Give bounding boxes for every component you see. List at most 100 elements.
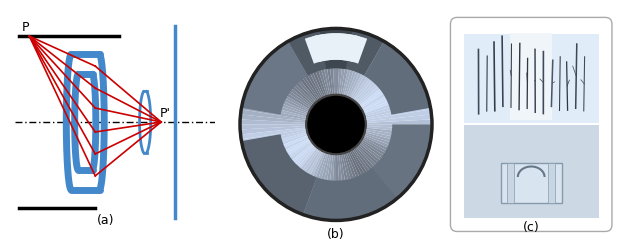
Wedge shape: [297, 152, 325, 214]
Wedge shape: [331, 29, 336, 95]
Wedge shape: [312, 33, 360, 62]
Wedge shape: [344, 153, 365, 217]
Wedge shape: [253, 139, 311, 177]
Wedge shape: [301, 33, 327, 97]
Wedge shape: [365, 100, 430, 118]
Text: (b): (b): [327, 228, 345, 241]
Wedge shape: [365, 131, 430, 149]
Wedge shape: [288, 39, 323, 99]
Wedge shape: [339, 154, 351, 220]
Wedge shape: [337, 154, 346, 220]
Wedge shape: [253, 72, 311, 110]
Wedge shape: [361, 72, 419, 110]
Wedge shape: [307, 153, 328, 217]
Wedge shape: [356, 145, 404, 196]
Wedge shape: [316, 30, 332, 95]
Wedge shape: [326, 29, 335, 95]
Wedge shape: [365, 119, 432, 124]
Wedge shape: [355, 147, 400, 199]
Wedge shape: [361, 139, 419, 177]
Wedge shape: [336, 29, 341, 95]
Wedge shape: [272, 50, 317, 102]
Wedge shape: [255, 68, 312, 108]
Circle shape: [307, 95, 366, 154]
Wedge shape: [372, 124, 432, 198]
Text: P': P': [160, 107, 171, 120]
Wedge shape: [364, 41, 431, 115]
Wedge shape: [243, 132, 308, 154]
Wedge shape: [244, 134, 308, 159]
Wedge shape: [241, 104, 307, 120]
Wedge shape: [242, 100, 307, 118]
Wedge shape: [261, 60, 314, 106]
Wedge shape: [358, 143, 411, 189]
Wedge shape: [363, 135, 426, 163]
Wedge shape: [284, 149, 321, 208]
Wedge shape: [344, 32, 365, 96]
Wedge shape: [365, 129, 431, 144]
Wedge shape: [362, 76, 422, 111]
Wedge shape: [353, 47, 396, 101]
Wedge shape: [246, 85, 309, 114]
Wedge shape: [292, 37, 324, 98]
Wedge shape: [268, 145, 316, 196]
FancyBboxPatch shape: [464, 125, 598, 218]
Wedge shape: [364, 132, 429, 154]
Wedge shape: [349, 39, 384, 99]
Wedge shape: [349, 150, 384, 210]
Wedge shape: [243, 95, 308, 117]
Wedge shape: [359, 142, 413, 185]
FancyBboxPatch shape: [508, 163, 514, 203]
Wedge shape: [276, 47, 319, 101]
Wedge shape: [284, 41, 321, 100]
Wedge shape: [356, 53, 404, 103]
Wedge shape: [311, 30, 330, 96]
Wedge shape: [351, 41, 388, 100]
Wedge shape: [288, 150, 323, 210]
FancyBboxPatch shape: [451, 17, 612, 232]
Wedge shape: [352, 44, 392, 100]
Wedge shape: [272, 147, 317, 199]
Wedge shape: [348, 37, 380, 98]
Wedge shape: [357, 144, 407, 192]
Wedge shape: [353, 148, 396, 202]
Circle shape: [240, 29, 432, 220]
Wedge shape: [355, 50, 400, 102]
Wedge shape: [326, 154, 335, 220]
Wedge shape: [360, 68, 417, 108]
Wedge shape: [241, 128, 307, 140]
Wedge shape: [351, 149, 388, 208]
FancyBboxPatch shape: [548, 163, 555, 203]
Wedge shape: [276, 148, 319, 202]
Wedge shape: [240, 124, 307, 130]
Wedge shape: [348, 151, 380, 212]
Wedge shape: [244, 90, 308, 115]
Wedge shape: [342, 30, 361, 96]
Wedge shape: [321, 29, 333, 95]
Wedge shape: [305, 33, 367, 64]
Wedge shape: [240, 126, 307, 134]
Wedge shape: [288, 29, 384, 76]
Wedge shape: [364, 95, 429, 117]
Wedge shape: [359, 64, 413, 107]
Wedge shape: [365, 124, 432, 130]
Wedge shape: [319, 29, 353, 69]
Wedge shape: [337, 29, 346, 95]
Wedge shape: [365, 104, 431, 120]
Text: (c): (c): [523, 222, 540, 234]
Wedge shape: [241, 109, 307, 121]
Wedge shape: [365, 114, 432, 123]
Wedge shape: [363, 85, 426, 114]
Text: (a): (a): [97, 214, 114, 227]
Wedge shape: [336, 154, 341, 220]
Wedge shape: [311, 153, 330, 218]
Wedge shape: [261, 143, 314, 189]
FancyBboxPatch shape: [510, 33, 552, 120]
Wedge shape: [292, 151, 324, 212]
Wedge shape: [364, 90, 428, 115]
Wedge shape: [250, 138, 310, 173]
Wedge shape: [357, 57, 407, 104]
Wedge shape: [339, 29, 351, 95]
Wedge shape: [307, 32, 328, 96]
Wedge shape: [248, 81, 310, 112]
